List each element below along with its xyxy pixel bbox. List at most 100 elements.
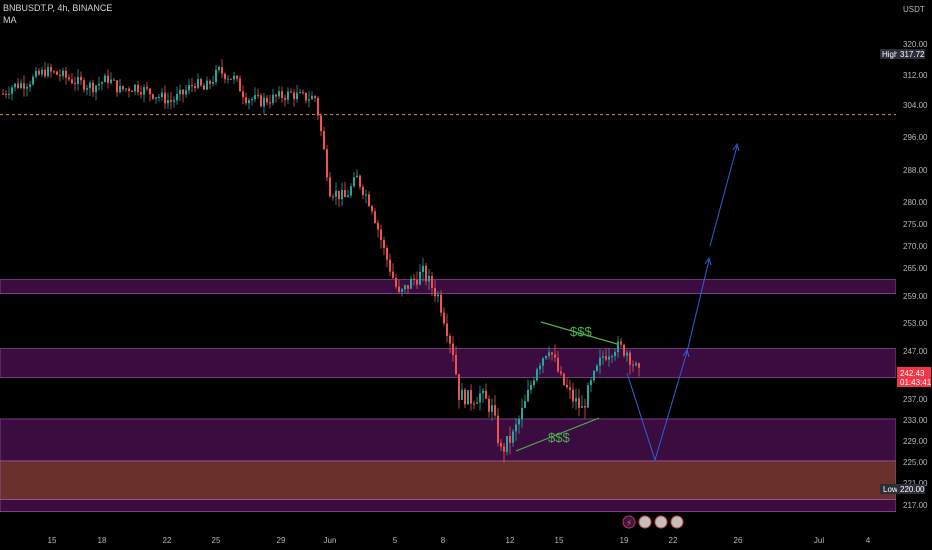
- candle: [134, 84, 136, 95]
- candle: [176, 86, 178, 105]
- candle: [116, 80, 118, 97]
- candle: [425, 262, 427, 286]
- candle: [533, 376, 535, 388]
- candle: [263, 92, 265, 115]
- candle: [35, 67, 37, 79]
- price-axis[interactable]: USDT 320.00 312.00 304.00 296.00 288.00 280.0…: [896, 0, 932, 530]
- candle: [500, 439, 502, 451]
- price-tick-label: 288.00: [903, 166, 928, 175]
- time-tick-label: 15: [555, 536, 564, 545]
- time-tick-label: 19: [620, 536, 629, 545]
- candle: [341, 182, 343, 207]
- candle: [626, 349, 628, 362]
- time-tick-label: 22: [669, 536, 678, 545]
- price-tick-label: 280.00: [903, 198, 928, 207]
- candle: [47, 63, 49, 79]
- candle: [56, 70, 58, 76]
- candle: [59, 69, 61, 82]
- candle: [509, 426, 511, 455]
- candle: [578, 389, 580, 417]
- candle: [155, 97, 157, 104]
- candle: [629, 350, 631, 375]
- candle: [197, 73, 199, 90]
- time-tick-label: 22: [163, 536, 172, 545]
- symbol-title[interactable]: BNBUSDT.P, 4h, BINANCE: [3, 3, 112, 13]
- candle: [305, 92, 307, 104]
- arrow-head-3: [732, 142, 740, 152]
- zone-purple: [0, 279, 897, 294]
- candle: [350, 183, 352, 199]
- candle: [248, 98, 250, 110]
- price-tick-label: 253.00: [903, 319, 928, 328]
- candle: [41, 66, 43, 78]
- candle: [26, 83, 28, 97]
- candle: [152, 93, 154, 101]
- time-tick-label: 29: [277, 536, 286, 545]
- flag-icon: [638, 515, 652, 529]
- candle: [200, 77, 202, 88]
- candle: [503, 442, 505, 463]
- indicator-label[interactable]: MA: [3, 15, 17, 25]
- time-axis[interactable]: 15 18 22 25 29 Jun 5 8 12 15 19 22 26 Jul 4: [0, 522, 932, 550]
- candle: [410, 275, 412, 290]
- candle: [344, 182, 346, 198]
- candle: [161, 88, 163, 101]
- candle: [575, 388, 577, 410]
- candle: [101, 81, 103, 91]
- candles-layer[interactable]: [2, 59, 640, 463]
- price-tick-label: 270.00: [903, 242, 928, 251]
- candle: [296, 84, 298, 103]
- time-tick-label: 12: [506, 536, 515, 545]
- time-tick-label: 4: [866, 536, 871, 545]
- candle: [335, 182, 337, 205]
- time-tick-label: Jul: [814, 536, 824, 545]
- candle: [587, 382, 589, 409]
- candle: [137, 80, 139, 96]
- candle: [638, 362, 640, 377]
- candle: [554, 344, 556, 363]
- time-tick-label: 5: [393, 536, 398, 545]
- candle: [17, 78, 19, 90]
- candle: [542, 357, 544, 373]
- candle: [257, 88, 259, 99]
- candle: [254, 87, 256, 103]
- candle: [383, 236, 385, 256]
- candle: [560, 365, 562, 377]
- candle: [326, 144, 328, 182]
- candle: [5, 90, 7, 99]
- candle: [182, 89, 184, 103]
- candle: [140, 85, 142, 99]
- candle: [392, 263, 394, 280]
- candle: [416, 271, 418, 289]
- candle: [401, 288, 403, 297]
- candle: [215, 64, 217, 86]
- candle: [620, 337, 622, 348]
- candle: [455, 346, 457, 376]
- candle: [194, 82, 196, 92]
- candle: [602, 350, 604, 365]
- zone-purple: [0, 348, 897, 378]
- candle: [107, 69, 109, 89]
- price-tick-label: 312.00: [903, 71, 928, 80]
- candle: [143, 84, 145, 103]
- projection-path: [626, 259, 710, 462]
- high-tag: High 317.72: [880, 49, 925, 59]
- candle: [308, 91, 310, 108]
- candle: [584, 398, 586, 419]
- candle: [227, 75, 229, 84]
- candle: [164, 85, 166, 110]
- candle: [488, 395, 490, 418]
- price-tick-label: 296.00: [903, 133, 928, 142]
- upper-trendline: [540, 321, 618, 345]
- candle: [395, 273, 397, 290]
- candle: [290, 88, 292, 94]
- candle: [452, 336, 454, 362]
- event-icons[interactable]: ⚡: [622, 515, 684, 529]
- candle: [545, 355, 547, 360]
- candle: [131, 89, 133, 92]
- candle: [20, 79, 22, 90]
- candle: [233, 71, 235, 84]
- price-unit: USDT: [903, 5, 925, 14]
- candle: [404, 284, 406, 294]
